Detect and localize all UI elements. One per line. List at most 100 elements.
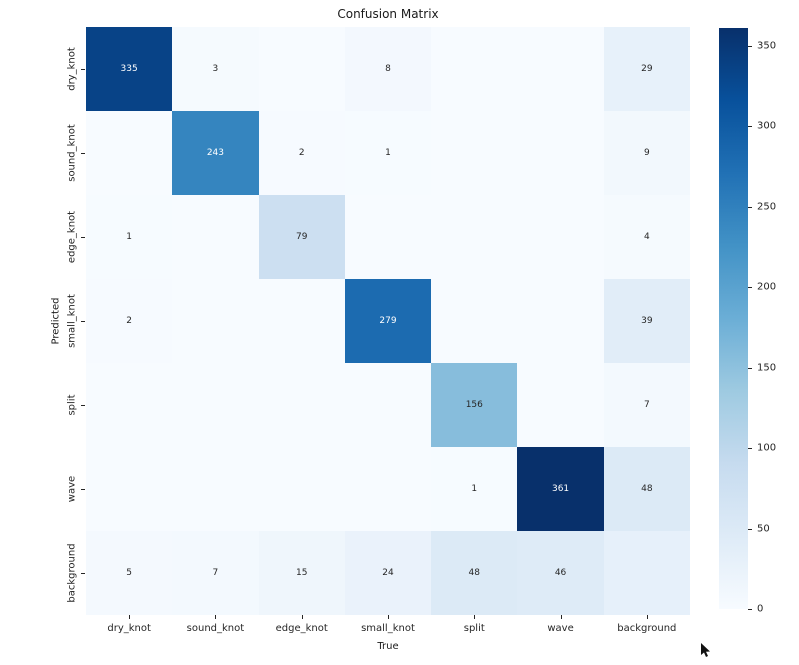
cell-value: 79: [295, 232, 308, 242]
heatmap-cell-edge_knot-dry_knot: 1: [86, 195, 173, 279]
ytick-label-dry_knot: dry_knot: [66, 47, 78, 91]
colorbar-tick-label-350: 350: [757, 40, 777, 52]
cell-value: 1: [385, 148, 391, 158]
cell-value: 39: [641, 316, 653, 326]
ytick-label-small_knot: small_knot: [66, 294, 78, 348]
heatmap-cell-dry_knot-split: [431, 27, 518, 111]
heatmap-cell-wave-sound_knot: [172, 447, 259, 531]
y-tick-labels: dry_knot sound_knot edge_knot small_knot spl…: [0, 27, 86, 615]
cell-value: 1: [471, 484, 478, 494]
heatmap-cell-wave-split: 1: [431, 447, 518, 531]
heatmap-cell-dry_knot-small_knot: 8: [344, 27, 432, 111]
cell-value: 9: [643, 148, 650, 158]
ytick-label-edge_knot: edge_knot: [66, 210, 78, 264]
xtick-mark: [129, 615, 131, 619]
heatmap-cell-small_knot-wave: [517, 279, 604, 363]
heatmap-cell-wave-small_knot: [344, 447, 432, 531]
heatmap-cell-wave-edge_knot: [258, 447, 345, 531]
cell-value: 279: [379, 316, 397, 326]
colorbar-tick-mark: [748, 126, 752, 128]
xtick-mark: [215, 615, 217, 619]
colorbar-tick-label-200: 200: [757, 281, 777, 293]
heatmap-cell-edge_knot-small_knot: [344, 195, 432, 279]
colorbar-tick-mark: [748, 45, 752, 47]
colorbar-tick-mark: [748, 528, 752, 530]
heatmap-cell-split-split: 156: [431, 363, 518, 447]
heatmap-cell-sound_knot-background: 9: [603, 111, 690, 195]
colorbar-tick-mark: [748, 206, 752, 208]
xtick-mark: [388, 615, 389, 619]
heatmap-cell-wave-background: 48: [603, 447, 690, 531]
cell-value: 7: [212, 568, 219, 578]
ytick-mark: [81, 573, 85, 574]
cell-value: 24: [382, 568, 394, 578]
heatmap-cell-background-dry_knot: 5: [86, 531, 173, 615]
mouse-cursor: [700, 643, 711, 658]
cell-value: 335: [120, 64, 138, 74]
cell-value: 4: [643, 232, 650, 242]
colorbar-tick-mark: [748, 287, 752, 289]
cell-value: 2: [298, 148, 305, 158]
heatmap-cell-background-sound_knot: 7: [172, 531, 259, 615]
x-tick-labels: dry_knot sound_knot edge_knot small_knot spl…: [86, 623, 690, 634]
colorbar-tick-mark: [748, 367, 752, 369]
heatmap-cell-background-edge_knot: 15: [258, 531, 345, 615]
ytick-label-split: split: [66, 394, 78, 416]
ytick-mark: [81, 69, 85, 70]
heatmap-cell-split-wave: [517, 363, 604, 447]
heatmap-cell-edge_knot-wave: [517, 195, 604, 279]
colorbar-tick-label-0: 0: [757, 603, 764, 615]
cell-value: 48: [641, 484, 653, 494]
cell-value: 29: [641, 64, 653, 74]
xtick-label-edge_knot: edge_knot: [275, 623, 328, 634]
heatmap-cell-sound_knot-edge_knot: 2: [258, 111, 345, 195]
cell-value: 361: [551, 484, 570, 494]
colorbar-tick-label-300: 300: [757, 120, 777, 132]
heatmap-cell-small_knot-split: [431, 279, 518, 363]
xtick-label-wave: wave: [547, 623, 574, 634]
x-axis-label: True: [377, 641, 399, 652]
heatmap-cell-edge_knot-split: [431, 195, 518, 279]
heatmap-cell-background-split: 48: [431, 531, 518, 615]
heatmap-cell-edge_knot-edge_knot: 79: [258, 195, 345, 279]
colorbar-tick-label-150: 150: [757, 362, 777, 374]
xtick-mark: [301, 615, 303, 619]
cell-value: 7: [643, 400, 650, 410]
ytick-mark: [81, 489, 85, 490]
ytick-label-background: background: [66, 543, 78, 603]
heatmap-cell-sound_knot-split: [431, 111, 518, 195]
heatmap-cell-split-small_knot: [344, 363, 432, 447]
chart-title: Confusion Matrix: [337, 7, 439, 21]
colorbar-gradient: [719, 28, 748, 609]
heatmap-cell-split-background: 7: [603, 363, 690, 447]
heatmap-cell-edge_knot-sound_knot: [172, 195, 259, 279]
heatmap-cell-edge_knot-background: 4: [603, 195, 690, 279]
xtick-mark: [646, 615, 648, 619]
heatmap-cell-background-background: [603, 531, 690, 615]
heatmap-cell-small_knot-dry_knot: 2: [86, 279, 173, 363]
cell-value: 15: [295, 568, 308, 578]
xtick-mark: [474, 615, 476, 619]
colorbar-tick-mark: [748, 448, 752, 450]
heatmap-cell-sound_knot-sound_knot: 243: [172, 111, 259, 195]
xtick-label-sound_knot: sound_knot: [186, 623, 245, 634]
xtick-mark: [560, 615, 562, 619]
heatmap-cell-background-wave: 46: [517, 531, 604, 615]
heatmap-cell-small_knot-sound_knot: [172, 279, 259, 363]
heatmap-cell-wave-dry_knot: [86, 447, 173, 531]
ytick-mark: [81, 153, 85, 154]
ytick-mark: [81, 405, 85, 406]
heatmap-cell-split-dry_knot: [86, 363, 173, 447]
heatmap-cell-dry_knot-background: 29: [603, 27, 690, 111]
cell-value: 156: [465, 400, 483, 410]
xtick-label-split: split: [463, 623, 485, 634]
heatmap-cell-dry_knot-sound_knot: 3: [172, 27, 259, 111]
colorbar: 0 50 100 150 200 250 300 350: [719, 28, 776, 615]
xtick-label-small_knot: small_knot: [361, 623, 415, 634]
cell-value: 243: [206, 148, 225, 158]
heatmap-cell-sound_knot-dry_knot: [86, 111, 173, 195]
cell-value: 48: [468, 568, 480, 578]
cell-value: 2: [126, 316, 132, 326]
heatmap-cell-sound_knot-small_knot: 1: [344, 111, 432, 195]
